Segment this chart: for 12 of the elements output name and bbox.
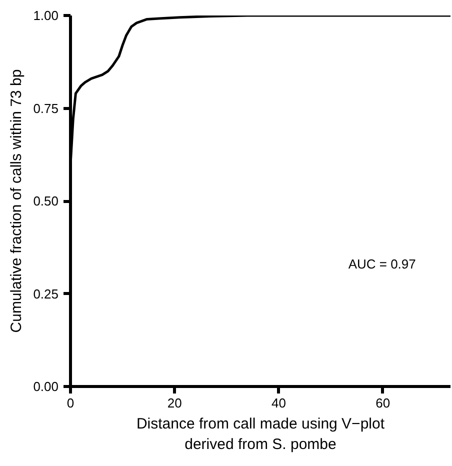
y-axis-title: Cumulative fraction of calls within 73 bp <box>8 69 26 333</box>
x-tick-label: 20 <box>167 396 182 410</box>
y-tick-label: 1.00 <box>33 8 59 23</box>
annotation: AUC = 0.97 <box>348 256 416 272</box>
x-tick-label: 0 <box>66 396 74 410</box>
x-tick-label: 60 <box>376 396 390 410</box>
x-axis-title: Distance from call made using V−plot derived from S. pombe <box>136 416 386 453</box>
y-tick-label: 0.00 <box>33 379 59 394</box>
y-tick-label: 0.75 <box>33 100 59 116</box>
y-tick-label: 0.50 <box>33 194 59 208</box>
y-tick-label: 0.25 <box>33 286 59 302</box>
x-tick-label: 40 <box>271 396 286 410</box>
